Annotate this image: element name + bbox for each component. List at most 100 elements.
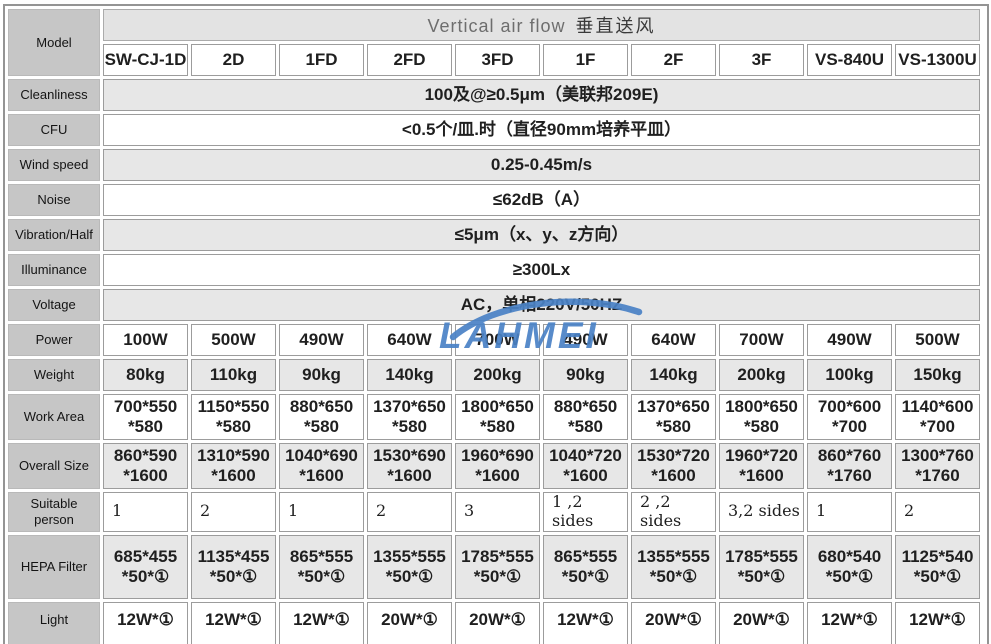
cell-value: 1	[807, 492, 892, 532]
cell-value: 640W	[367, 324, 452, 356]
model-row: SW-CJ-1D 2D 1FD 2FD 3FD 1F 2F 3F VS-840U VS-1300U	[8, 44, 980, 76]
cell-value: 80kg	[103, 359, 188, 391]
cell-value: 500W	[191, 324, 276, 356]
cell-value: 200kg	[719, 359, 804, 391]
row-label: Light Uv lamp	[8, 601, 100, 644]
cell-value: 12W*① 20W*①	[807, 601, 892, 644]
cell-value: 700W	[719, 324, 804, 356]
row-merged-value: 0.25-0.45m/s	[103, 149, 980, 181]
cell-value: 1530*720 *1600	[631, 443, 716, 489]
cell-value: 1370*650 *580	[367, 394, 452, 440]
row-merged-value: ≤62dB（A）	[103, 184, 980, 216]
table-title-en: Vertical air flow	[427, 16, 566, 36]
cell-value: 12W*① 20W*①	[279, 601, 364, 644]
model-name: 2D	[191, 44, 276, 76]
row-label: Illuminance	[8, 254, 100, 286]
cell-value: 1530*690 *1600	[367, 443, 452, 489]
cell-value: 1150*550 *580	[191, 394, 276, 440]
cell-value: 20W*① 36W*①	[367, 601, 452, 644]
table-row: Vibration/Half ≤5μm（x、y、z方向）	[8, 219, 980, 251]
row-label: Suitable person	[8, 492, 100, 532]
row-label: HEPA Filter	[8, 534, 100, 599]
cell-value: 1960*690 *1600	[455, 443, 540, 489]
cell-value: 200kg	[455, 359, 540, 391]
cell-value: 1140*600 *700	[895, 394, 980, 440]
model-name: 2F	[631, 44, 716, 76]
cell-value: 1960*720 *1600	[719, 443, 804, 489]
row-label: Voltage	[8, 289, 100, 321]
row-merged-value: ≥300Lx	[103, 254, 980, 286]
cell-value: 3,2 sides	[719, 492, 804, 532]
cell-value: 700*600 *700	[807, 394, 892, 440]
cell-value: 1355*555 *50*①	[367, 534, 452, 599]
model-name: 3FD	[455, 44, 540, 76]
cell-value: 100W	[103, 324, 188, 356]
row-label: Wind speed	[8, 149, 100, 181]
model-name: 1FD	[279, 44, 364, 76]
cell-value: 150kg	[895, 359, 980, 391]
cell-value: 90kg	[543, 359, 628, 391]
cell-value: 1785*555 *50*①	[719, 534, 804, 599]
cell-value: 1355*555 *50*①	[631, 534, 716, 599]
cell-value: 2	[367, 492, 452, 532]
cell-value: 20W*① 36W*①	[631, 601, 716, 644]
cell-value: 880*650 *580	[279, 394, 364, 440]
cell-value: 490W	[279, 324, 364, 356]
model-name: VS-840U	[807, 44, 892, 76]
cell-value: 880*650 *580	[543, 394, 628, 440]
cell-value: 100kg	[807, 359, 892, 391]
table-row: Power 100W 500W 490W 640W 700W 490W 640W 700W 490…	[8, 324, 980, 356]
cell-value: 500W	[895, 324, 980, 356]
row-label: Noise	[8, 184, 100, 216]
cell-value: 685*455 *50*①	[103, 534, 188, 599]
model-name: SW-CJ-1D	[103, 44, 188, 76]
cell-value: 2	[191, 492, 276, 532]
cell-value: 1125*540 *50*①	[895, 534, 980, 599]
cell-value: 860*760 *1760	[807, 443, 892, 489]
table-row: Illuminance ≥300Lx	[8, 254, 980, 286]
cell-value: 1800*650 *580	[719, 394, 804, 440]
cell-value: 1040*690 *1600	[279, 443, 364, 489]
cell-value: 1	[279, 492, 364, 532]
table-row: Cleanliness 100及@≥0.5μm（美联邦209E)	[8, 79, 980, 111]
row-merged-value: AC，单相220V/50HZ	[103, 289, 980, 321]
model-name: VS-1300U	[895, 44, 980, 76]
cell-value: 140kg	[367, 359, 452, 391]
table-row: Noise ≤62dB（A）	[8, 184, 980, 216]
table-row: CFU <0.5个/皿.时（直径90mm培养平皿）	[8, 114, 980, 146]
cell-value: 640W	[631, 324, 716, 356]
cell-value: 12W*① 20W*①	[103, 601, 188, 644]
table-row: Weight 80kg 110kg 90kg 140kg 200kg 90kg 140kg 20…	[8, 359, 980, 391]
row-merged-value: 100及@≥0.5μm（美联邦209E)	[103, 79, 980, 111]
cell-value: 12W*① 30W*①	[895, 601, 980, 644]
table-title: Vertical air flow 垂直送风	[103, 9, 980, 41]
cell-value: 20W*① 36W*①	[719, 601, 804, 644]
cell-value: 110kg	[191, 359, 276, 391]
row-label: CFU	[8, 114, 100, 146]
cell-value: 3	[455, 492, 540, 532]
table-row: Suitable person 1 2 1 2 3 1 ,2 sides 2 ,2 sides…	[8, 492, 980, 532]
cell-value: 1	[103, 492, 188, 532]
cell-value: 1135*455 *50*①	[191, 534, 276, 599]
model-name: 1F	[543, 44, 628, 76]
row-label: Overall Size	[8, 443, 100, 489]
row-merged-value: ≤5μm（x、y、z方向）	[103, 219, 980, 251]
cell-value: 865*555 *50*①	[543, 534, 628, 599]
row-label: Vibration/Half	[8, 219, 100, 251]
cell-value: 1300*760 *1760	[895, 443, 980, 489]
cell-value: 1 ,2 sides	[543, 492, 628, 532]
cell-value: 860*590 *1600	[103, 443, 188, 489]
table-row: Wind speed 0.25-0.45m/s	[8, 149, 980, 181]
cell-value: 12W*① 30W*①	[191, 601, 276, 644]
model-label: Model	[8, 9, 100, 76]
table-row: Overall Size 860*590 *1600 1310*590 *1600 1…	[8, 443, 980, 489]
spec-table-wrapper: Model Vertical air flow 垂直送风 SW-CJ-1D 2D 1FD 2…	[3, 4, 989, 644]
row-label: Power	[8, 324, 100, 356]
table-row: Work Area 700*550 *580 1150*550 *580 880*65…	[8, 394, 980, 440]
cell-value: 1800*650 *580	[455, 394, 540, 440]
model-name: 2FD	[367, 44, 452, 76]
cell-value: 1370*650 *580	[631, 394, 716, 440]
table-title-zh: 垂直送风	[575, 16, 656, 36]
cell-value: 2 ,2 sides	[631, 492, 716, 532]
